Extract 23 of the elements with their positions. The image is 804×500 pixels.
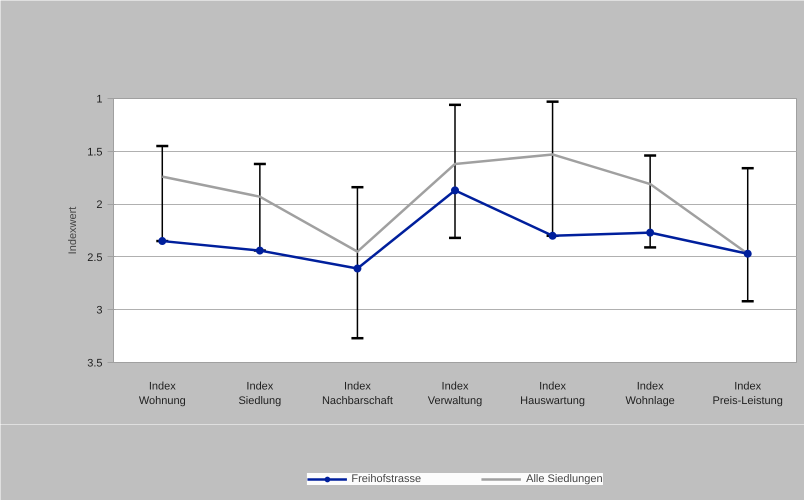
point [158,237,166,246]
y-tick-label: 2 [96,199,103,212]
y-tick-label: 3 [96,304,103,317]
y-tick-label: 1.5 [87,146,103,158]
x-tick-label: Index Wohnlage [625,380,675,407]
x-tick-label: Index Verwaltung [428,380,482,407]
x-tick-label: Index Hauswartung [520,380,585,407]
point [451,186,459,194]
y-tick-label: 1 [96,94,103,106]
point [646,228,654,237]
point [548,232,557,240]
legend-label: Freihofstrasse [351,473,422,485]
x-tick-label: Index Wohnung [138,380,186,407]
x-tick-label: Index Nachbarschaft [322,380,393,407]
y-axis-title: Indexwert [67,206,80,254]
point [256,246,264,255]
y-tick-label: 3.5 [87,358,103,370]
legend-label: Alle Siedlungen [526,473,603,485]
x-tick-label: Index Preis-Leistung [712,380,783,407]
x-tick-label: Index Siedlung [238,380,282,407]
y-tick-label: 2.5 [87,252,103,264]
point [744,250,752,258]
point [353,264,362,273]
